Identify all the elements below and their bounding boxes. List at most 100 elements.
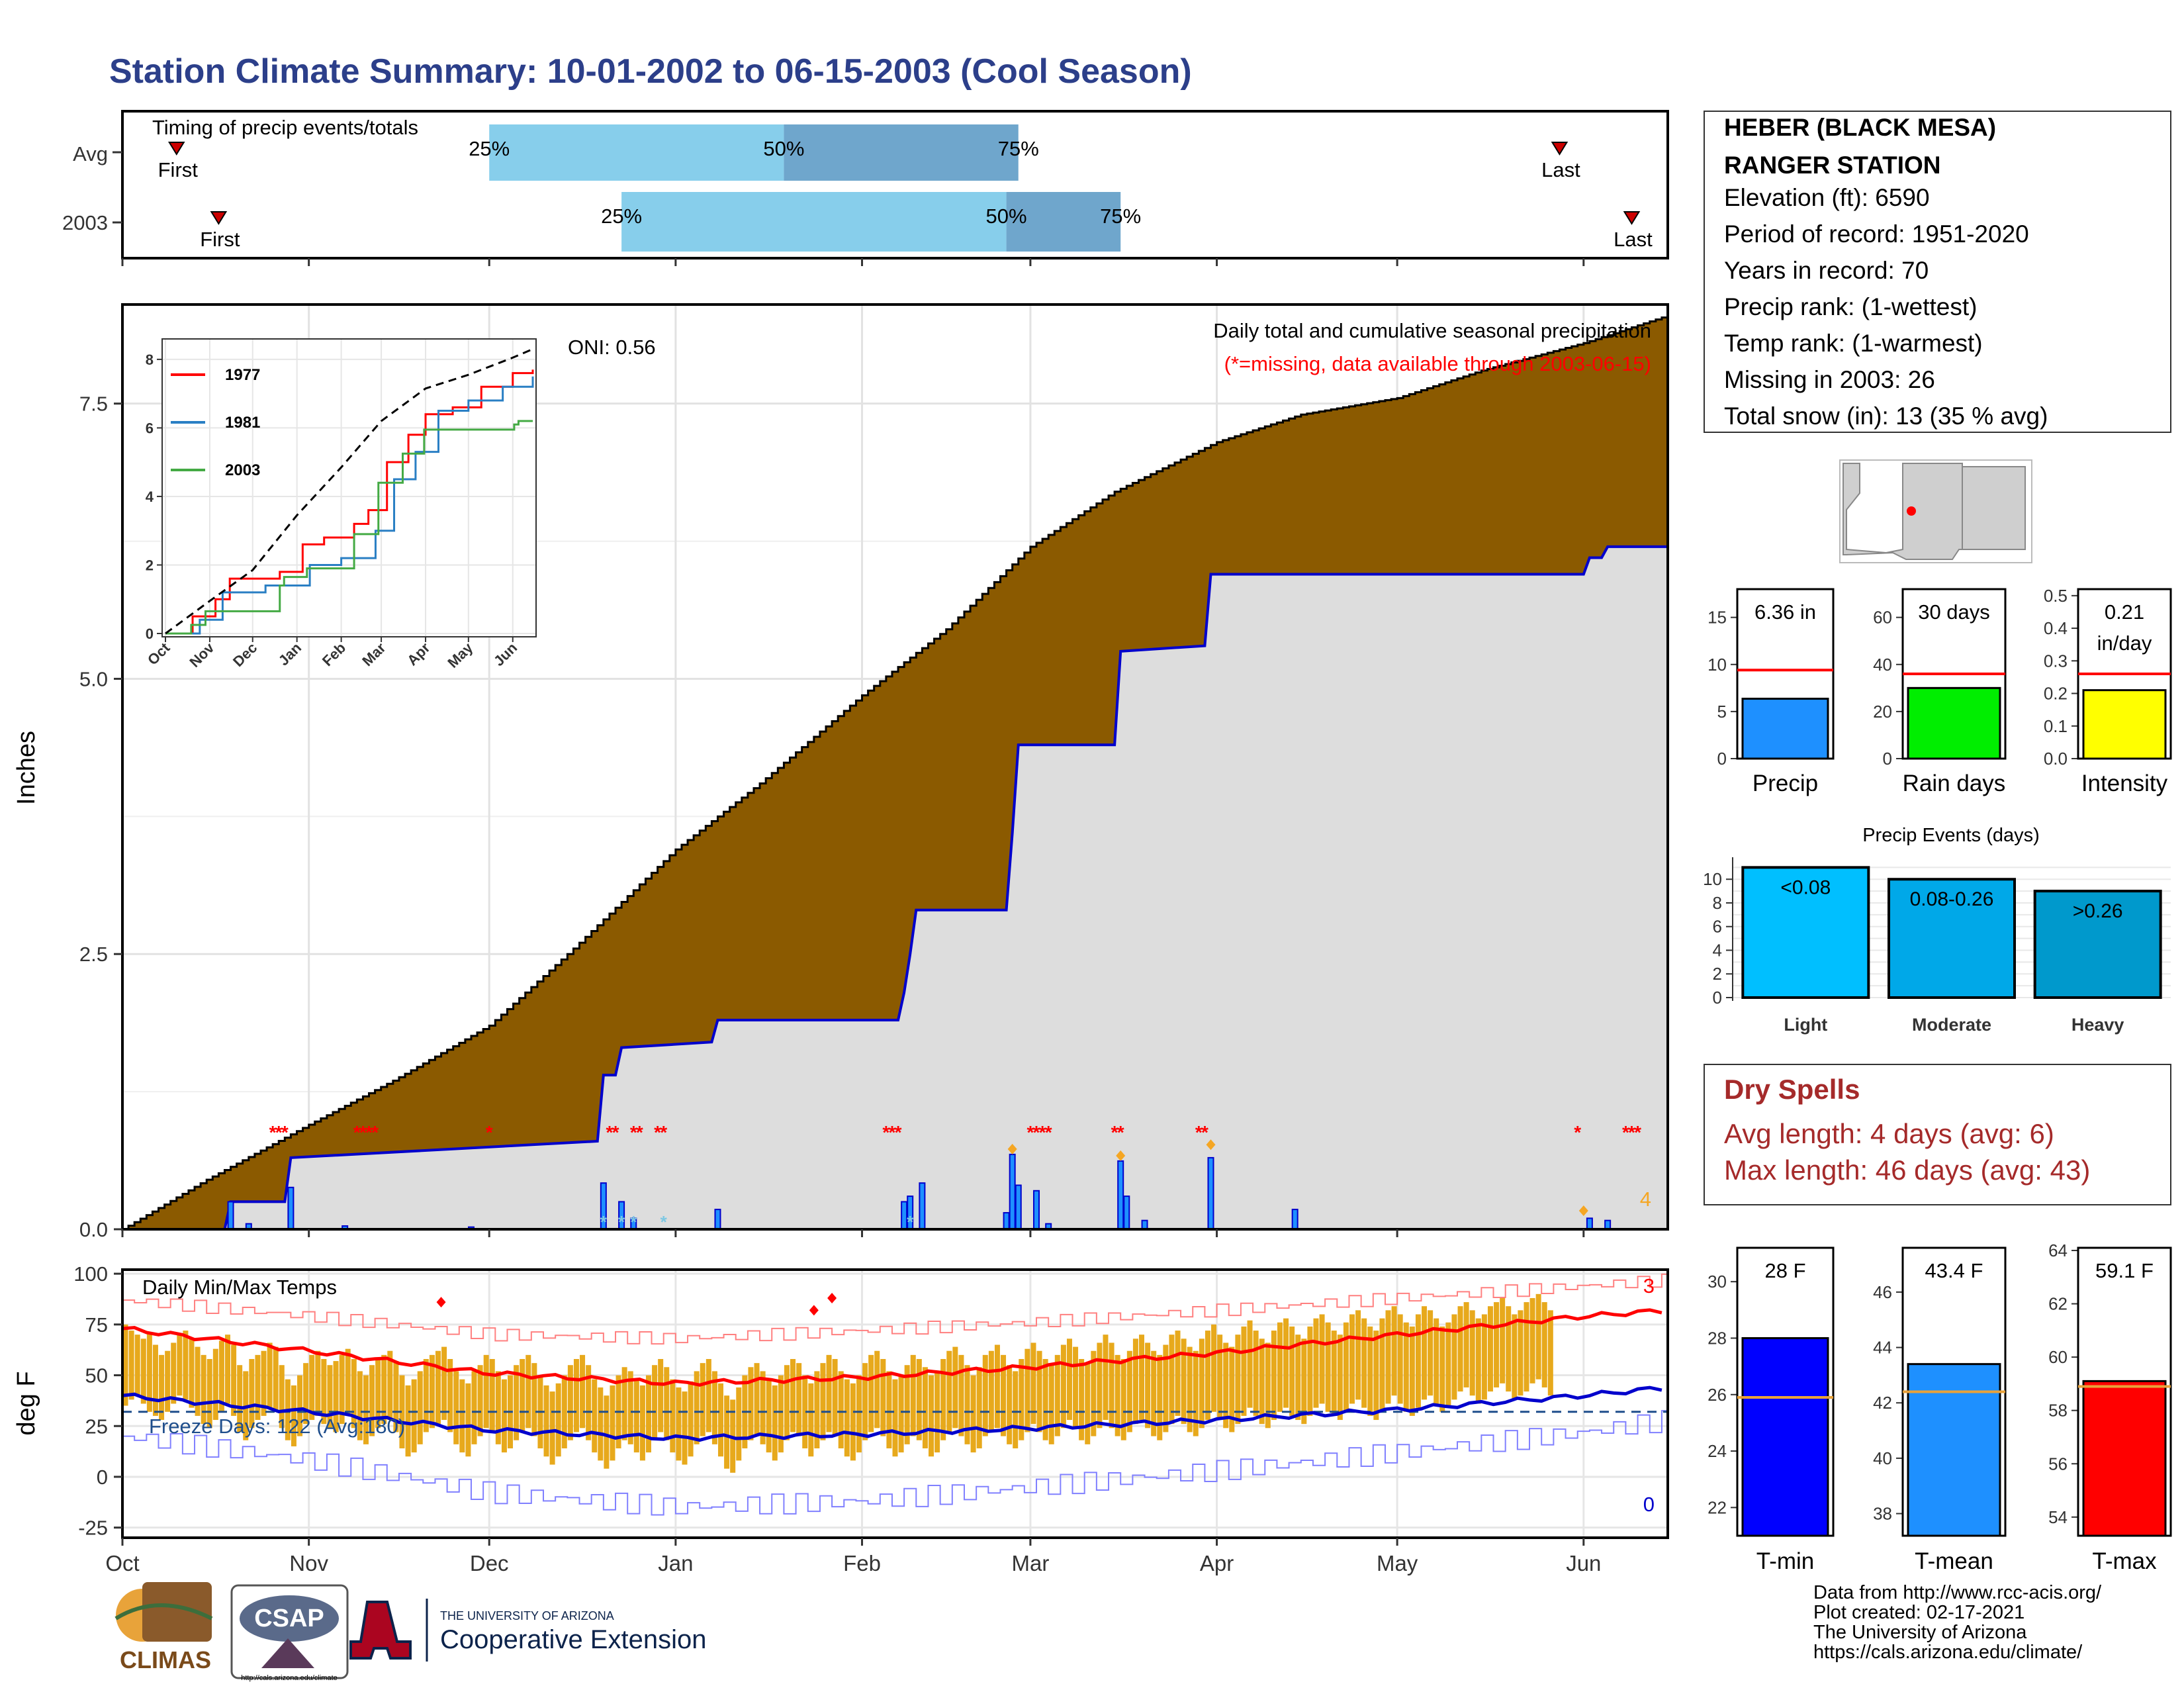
daily-temp-bar — [910, 1354, 916, 1436]
temp-x-tick-label: Dec — [470, 1551, 509, 1575]
summary-y-tick-label: 64 — [2048, 1241, 2068, 1260]
first-event-label: First — [158, 158, 199, 181]
daily-temp-bar — [580, 1354, 586, 1429]
daily-temp-bar — [604, 1395, 610, 1469]
daily-temp-bar — [880, 1359, 886, 1436]
daily-temp-bar — [1409, 1326, 1415, 1416]
daily-temp-bar — [514, 1365, 520, 1440]
map-state-borders — [1902, 463, 1963, 549]
daily-temp-bar — [1319, 1314, 1325, 1404]
missing-day-marker: * — [606, 1122, 613, 1143]
summary-y-tick-label: 10 — [1707, 655, 1727, 675]
daily-temp-bar — [982, 1354, 988, 1436]
daily-temp-bar — [1253, 1331, 1259, 1416]
daily-temp-bar — [140, 1338, 146, 1404]
daily-precip-bar — [714, 1209, 721, 1231]
daily-temp-bar — [1331, 1331, 1337, 1416]
daily-temp-bar — [1439, 1326, 1445, 1412]
extreme-event-marker — [1116, 1150, 1126, 1161]
precip-annotation-missing: (*=missing, data available through 2003-… — [1224, 352, 1651, 375]
summary-y-tick-label: 20 — [1873, 702, 1892, 722]
temp-y-axis: -25 0 25 50 75 100 — [73, 1262, 122, 1540]
summary-value-label: 43.4 F — [1925, 1259, 1983, 1282]
daily-temp-bar — [1373, 1331, 1379, 1421]
daily-temp-bar — [261, 1350, 267, 1416]
temp-summary-panel: 54 56 58 60 62 64 59.1 F T-max — [2048, 1241, 2172, 1574]
daily-precip-bar — [1015, 1184, 1022, 1231]
daily-temp-bar — [387, 1350, 393, 1421]
daily-temp-bar — [1529, 1297, 1535, 1383]
station-name-line1: HEBER (BLACK MESA) — [1724, 114, 1996, 141]
summary-y-tick-label: 0 — [1883, 749, 1892, 769]
timing-panel-frame — [121, 110, 1669, 259]
daily-temp-bar — [958, 1354, 964, 1436]
first-event-marker — [210, 211, 228, 225]
daily-temp-bar — [1343, 1322, 1349, 1412]
last-event-label: Last — [1541, 158, 1580, 181]
daily-temp-bar — [1265, 1342, 1271, 1429]
daily-temp-bar — [898, 1375, 904, 1453]
summary-value-bar — [1741, 1336, 1829, 1537]
summary-y-tick-label: 0 — [1717, 749, 1727, 769]
daily-temp-bar — [929, 1375, 934, 1457]
missing-day-marker: * — [882, 1122, 889, 1143]
precip-summary-panel: 0 5 10 15 6.36 in Precip — [1707, 588, 1835, 796]
daily-temp-bar — [940, 1359, 946, 1440]
daily-temp-bar — [375, 1359, 381, 1429]
daily-temp-bar — [1385, 1310, 1391, 1404]
missing-day-marker: * — [889, 1122, 896, 1143]
daily-temp-bar — [778, 1375, 784, 1453]
missing-day-marker: * — [1111, 1122, 1118, 1143]
daily-temp-bar — [351, 1359, 357, 1429]
station-temp-rank: Temp rank: (1-warmest) — [1724, 330, 1983, 357]
daily-temp-bar — [1115, 1354, 1120, 1436]
summary-y-tick-label: 38 — [1873, 1504, 1892, 1524]
daily-temp-bar — [483, 1354, 489, 1429]
daily-temp-bar — [1001, 1354, 1007, 1436]
station-location-dot — [1907, 506, 1916, 516]
precip-events-title: Precip Events (days) — [1862, 825, 2040, 846]
daily-temp-bar — [1211, 1324, 1217, 1412]
temp-summary-panel: 38 40 42 44 46 43.4 F T-mean — [1873, 1246, 2007, 1574]
temp-x-tick-label: Feb — [843, 1551, 881, 1575]
snow-day-marker: * — [907, 1212, 914, 1232]
daily-temp-bar — [1547, 1310, 1553, 1396]
temp-x-axis: Oct Nov Dec Jan Feb Mar Apr May Jun — [105, 1538, 1601, 1575]
daily-temp-bar — [1379, 1318, 1385, 1412]
daily-precip-bar — [901, 1201, 908, 1230]
daily-temp-bar — [808, 1383, 814, 1457]
daily-temp-bar — [1217, 1335, 1223, 1421]
daily-temp-bar — [1301, 1338, 1307, 1425]
daily-temp-bar — [1524, 1302, 1529, 1392]
events-bar — [1741, 866, 1870, 999]
daily-temp-bar — [1475, 1318, 1481, 1404]
csap-logo: CSAP http://cals.arizona.edu/climate — [230, 1584, 349, 1682]
daily-temp-bar — [423, 1359, 429, 1432]
quartile-label-50: 50% — [763, 137, 804, 160]
daily-temp-bar — [531, 1363, 537, 1436]
temp-y-tick-label: 100 — [73, 1262, 108, 1286]
summary-y-tick-label: 40 — [1873, 1448, 1892, 1468]
daily-temp-bar — [844, 1379, 850, 1457]
inset-x-tick-label: Oct — [144, 639, 173, 668]
daily-temp-bar — [1163, 1344, 1169, 1432]
missing-day-marker: * — [654, 1122, 661, 1143]
ua-logo: THE UNIVERSITY OF ARIZONA Cooperative Ex… — [349, 1599, 706, 1662]
record-high-marker — [827, 1292, 837, 1303]
climas-logo: CLIMAS — [114, 1582, 213, 1673]
temp-y-tick-label: -25 — [78, 1517, 108, 1540]
daily-temp-bar — [165, 1350, 171, 1412]
temp-y-axis-label: deg F — [13, 1371, 40, 1435]
missing-day-marker: * — [1622, 1122, 1629, 1143]
timing-row-label-avg: Avg — [73, 142, 108, 165]
daily-temp-bar — [1151, 1350, 1157, 1436]
daily-temp-bar — [1054, 1354, 1060, 1436]
quartile-bar-upper — [784, 124, 1019, 181]
daily-temp-bar — [784, 1365, 790, 1440]
record-high-markers — [436, 1292, 837, 1316]
daily-temp-bar — [399, 1375, 405, 1448]
summary-y-tick-label: 0.1 — [2044, 716, 2068, 736]
daily-temp-bar — [1223, 1342, 1229, 1429]
daily-temp-bar — [459, 1379, 465, 1453]
normal-max-line — [122, 1308, 1662, 1387]
